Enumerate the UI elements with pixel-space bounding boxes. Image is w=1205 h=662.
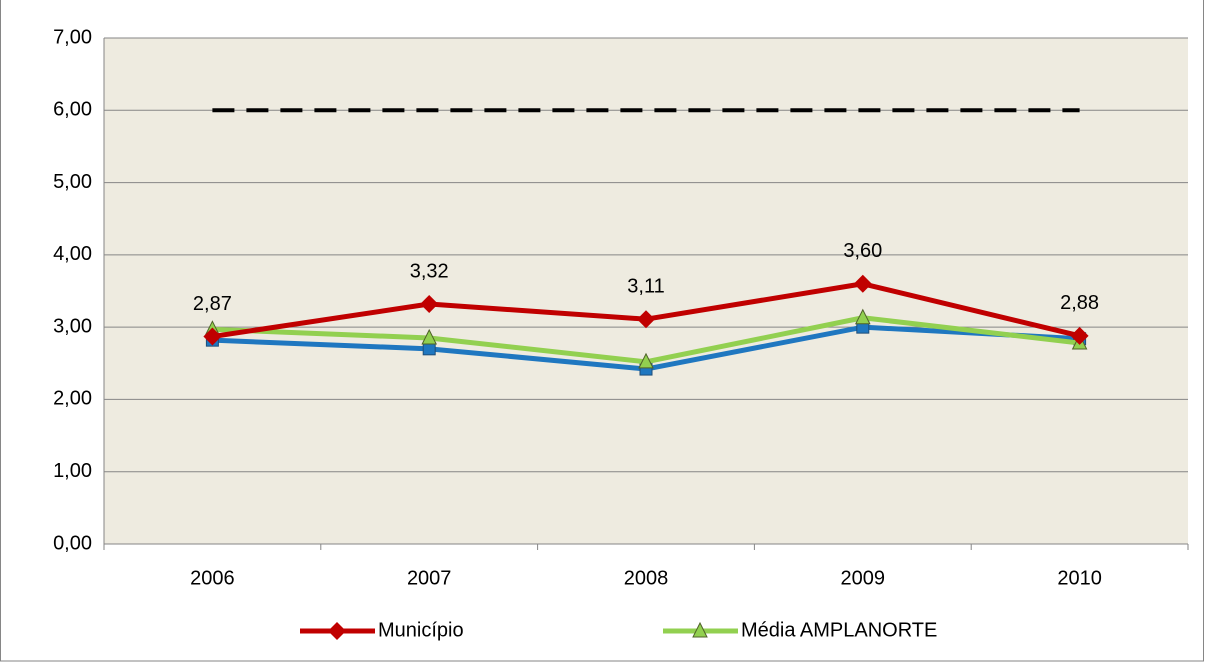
data-label: 3,11 <box>627 275 664 297</box>
legend-marker <box>328 622 346 640</box>
x-tick-label: 2008 <box>624 567 669 589</box>
point <box>853 274 872 293</box>
legend-marker <box>692 621 708 638</box>
point <box>421 328 438 345</box>
y-tick-label: 4,00 <box>53 243 92 265</box>
point <box>203 327 222 346</box>
data-label: 3,60 <box>843 240 882 262</box>
legend-label: Município <box>378 619 464 641</box>
y-tick-label: 6,00 <box>53 99 92 121</box>
data-label: 2,87 <box>193 293 232 315</box>
y-tick-label: 0,00 <box>53 532 92 554</box>
x-tick-label: 2007 <box>407 567 452 589</box>
y-tick-label: 2,00 <box>53 388 92 410</box>
point <box>637 310 655 329</box>
plot-area <box>104 38 1188 544</box>
point <box>1070 326 1089 345</box>
y-tick-label: 5,00 <box>53 171 92 193</box>
data-label: 2,88 <box>1060 292 1099 314</box>
data-label: 3,32 <box>410 260 449 282</box>
point <box>854 308 871 325</box>
y-tick-label: 3,00 <box>53 315 92 337</box>
point <box>420 295 439 314</box>
point <box>638 352 654 369</box>
y-tick-label: 1,00 <box>53 460 92 482</box>
y-tick-label: 7,00 <box>53 26 92 48</box>
legend-label: Média AMPLANORTE <box>741 619 937 641</box>
x-tick-label: 2010 <box>1057 567 1102 589</box>
x-tick-label: 2006 <box>190 567 235 589</box>
point <box>422 342 436 356</box>
x-tick-label: 2009 <box>841 567 886 589</box>
